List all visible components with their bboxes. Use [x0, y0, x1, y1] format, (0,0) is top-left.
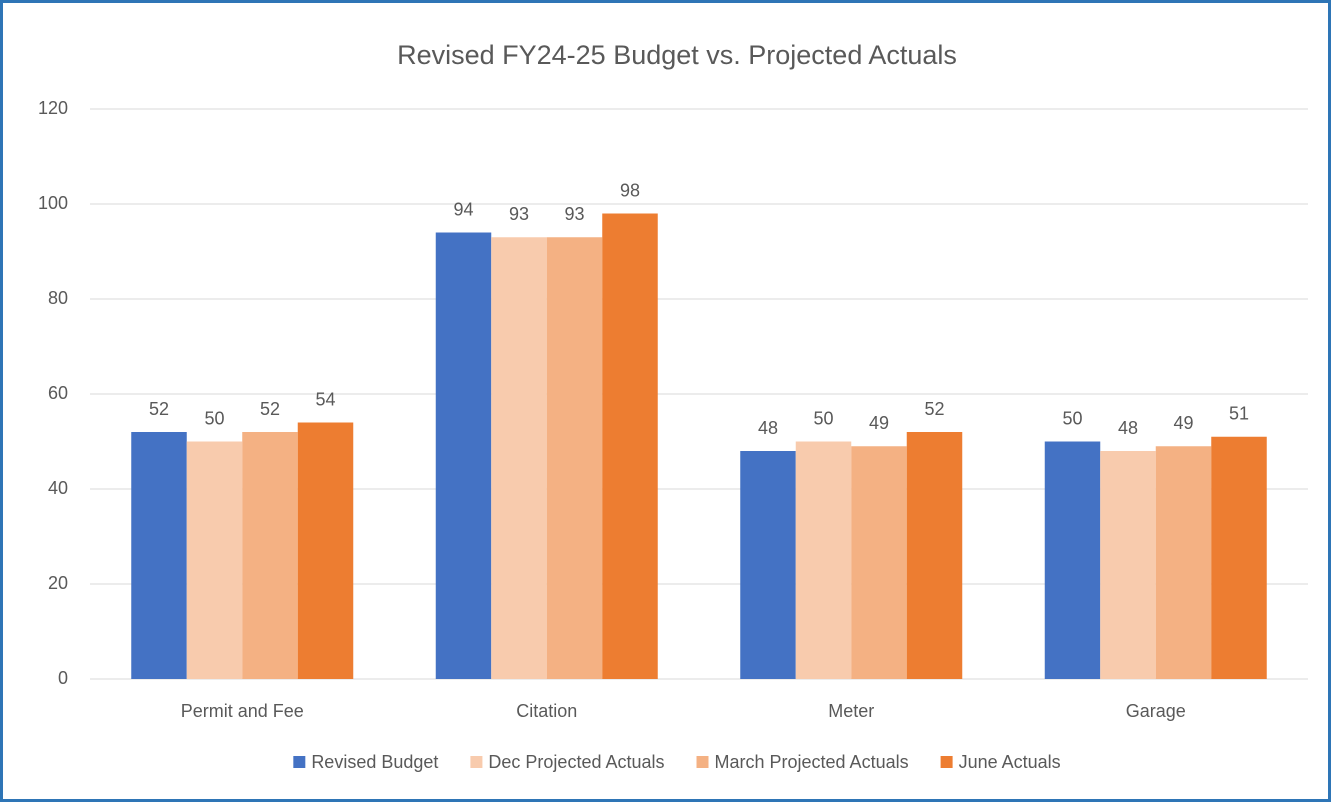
bar	[1211, 436, 1267, 679]
data-label: 93	[564, 204, 584, 224]
data-label: 52	[260, 399, 280, 419]
data-label: 49	[869, 413, 889, 433]
bar	[297, 422, 354, 679]
legend-swatch	[470, 756, 483, 768]
y-tick-label: 40	[48, 478, 68, 498]
data-label: 51	[1229, 404, 1249, 424]
legend-label: June Actuals	[959, 752, 1061, 772]
bar	[1044, 441, 1101, 679]
x-tick-label: Citation	[516, 701, 577, 721]
data-label: 93	[509, 204, 529, 224]
bar	[546, 237, 603, 679]
bar	[602, 213, 658, 679]
bar	[740, 451, 796, 679]
chart-title: Revised FY24-25 Budget vs. Projected Act…	[397, 40, 957, 70]
data-label: 52	[149, 399, 169, 419]
legend-swatch	[940, 756, 953, 768]
data-label: 94	[453, 199, 473, 219]
legend-swatch	[696, 756, 709, 768]
legend-label: Revised Budget	[311, 752, 438, 772]
data-label: 50	[204, 408, 224, 428]
bar	[1100, 451, 1156, 679]
data-label: 54	[315, 389, 335, 409]
x-tick-label: Meter	[828, 701, 874, 721]
y-tick-label: 120	[38, 98, 68, 118]
bar	[851, 446, 907, 679]
data-label: 50	[1062, 408, 1082, 428]
y-tick-label: 20	[48, 573, 68, 593]
bar	[491, 237, 547, 679]
data-label: 48	[1118, 418, 1138, 438]
y-tick-label: 60	[48, 383, 68, 403]
y-tick-label: 0	[58, 668, 68, 688]
data-label: 49	[1173, 413, 1193, 433]
legend-label: March Projected Actuals	[715, 752, 909, 772]
bar	[435, 232, 492, 679]
y-tick-label: 100	[38, 193, 68, 213]
data-label: 98	[620, 180, 640, 200]
legend-swatch	[293, 756, 306, 768]
bar	[242, 432, 298, 679]
bar	[131, 432, 187, 679]
data-label: 48	[758, 418, 778, 438]
y-tick-label: 80	[48, 288, 68, 308]
data-label: 50	[813, 408, 833, 428]
data-label: 52	[924, 399, 944, 419]
bar	[1155, 446, 1212, 679]
bar	[186, 441, 243, 679]
bar	[795, 441, 852, 679]
bar	[906, 432, 963, 679]
x-tick-label: Garage	[1126, 701, 1186, 721]
legend-label: Dec Projected Actuals	[488, 752, 664, 772]
x-tick-label: Permit and Fee	[181, 701, 304, 721]
